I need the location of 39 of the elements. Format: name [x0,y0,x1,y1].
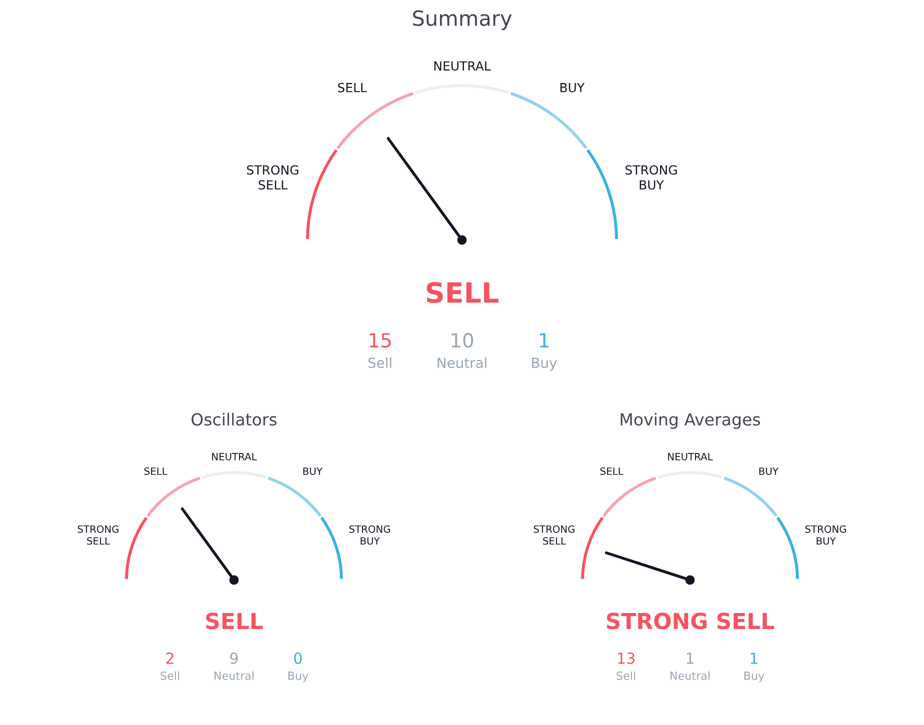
slice-label: STRONG BUY [805,525,846,545]
text: Neutral [214,671,254,680]
slice-label: BUY [560,83,585,92]
slice-label: BUY [759,468,778,475]
slice-label: SELL [600,467,624,475]
text: 9 [230,652,238,664]
text: SELL [426,282,498,304]
text: Neutral [670,671,710,680]
text: Buy [744,672,764,682]
slice-label: SELL [144,467,168,475]
text: 2 [166,652,174,664]
slice-label: STRONG SELL [247,165,298,190]
text: 13 [618,652,634,664]
text: Buy [532,358,557,371]
text: 15 [370,333,391,348]
chart-title: Oscillators [192,412,277,426]
slice-label: SELL [338,82,367,92]
slice-label: BUY [303,468,322,475]
text: 1 [686,652,694,664]
text: Sell [160,671,180,680]
slice-label: STRONG SELL [78,525,118,545]
slice-label: NEUTRAL [668,453,713,460]
text: Buy [288,672,308,682]
text: SELL [206,612,263,630]
text: 0 [294,652,302,664]
text: 1 [750,652,758,664]
slice-label: STRONG SELL [534,525,574,545]
slice-label: NEUTRAL [212,453,257,460]
chart-title: Summary [413,10,512,30]
text: Sell [616,671,636,680]
text: Neutral [438,357,486,368]
slice-label: STRONG BUY [349,525,390,545]
text: STRONG SELL [606,612,774,630]
text: 1 [540,333,548,348]
text: Sell [368,357,392,368]
slice-label: STRONG BUY [626,165,677,190]
text: 10 [452,332,474,348]
slice-label: NEUTRAL [434,61,491,71]
chart-title: Moving Averages [620,412,760,429]
